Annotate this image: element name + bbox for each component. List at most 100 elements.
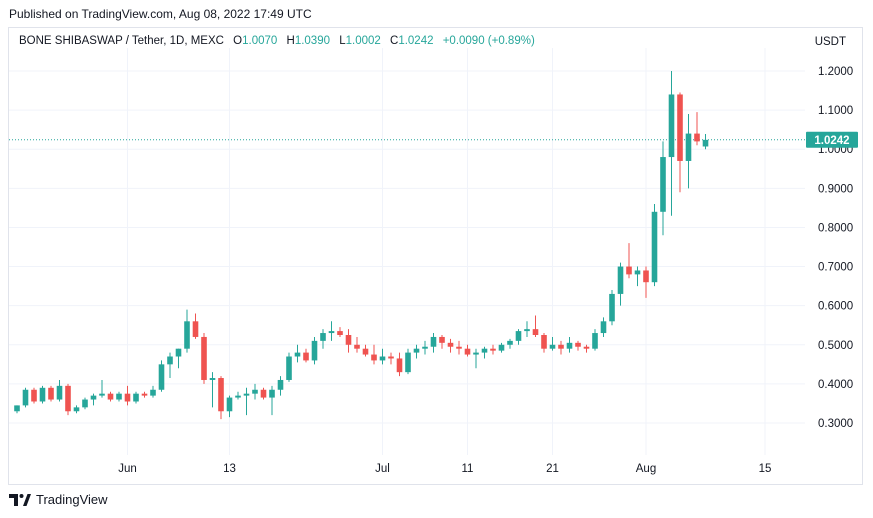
candle-body (286, 356, 292, 380)
candle (396, 352, 403, 377)
candle (575, 340, 581, 351)
candle-body (617, 266, 624, 294)
candle (490, 344, 496, 355)
candle (430, 333, 437, 353)
candle (498, 342, 505, 353)
candle (22, 387, 29, 408)
candle (90, 393, 97, 406)
close-value: 1.0242 (398, 35, 434, 47)
candle-body (260, 389, 267, 398)
candle-body (515, 331, 522, 341)
candle-body (490, 348, 496, 351)
candle-body (507, 340, 513, 345)
candle (235, 391, 241, 400)
candle-body (90, 395, 97, 400)
candle-body (124, 393, 131, 402)
candle (337, 327, 343, 337)
candle-body (294, 352, 301, 357)
open-value: 1.0070 (242, 35, 278, 47)
candle (82, 397, 88, 410)
candle-body (422, 346, 428, 349)
y-axis-labels: 1.20001.10001.00000.90000.80000.70000.60… (818, 66, 853, 430)
candle-body (99, 393, 105, 396)
close-key: C (390, 35, 399, 47)
candle (158, 360, 165, 392)
ohlc-legend: BONE SHIBASWAP / Tether, 1D, MEXC O1.007… (19, 35, 535, 47)
candle-body (362, 348, 369, 355)
candle-body (464, 348, 471, 355)
candle (56, 379, 63, 402)
candle (532, 315, 539, 337)
footer-brand[interactable]: TradingView (9, 492, 108, 507)
candle-body (702, 139, 709, 147)
candle-body (243, 393, 250, 396)
candle (413, 344, 420, 359)
candle (541, 333, 547, 353)
candle-body (252, 389, 258, 394)
tradingview-logo-icon (9, 493, 31, 506)
high-value: 1.0390 (294, 35, 330, 47)
candle (464, 344, 471, 357)
candle (218, 376, 224, 420)
candle (31, 387, 37, 404)
candle (685, 114, 692, 189)
candle (481, 346, 488, 359)
published-caption: Published on TradingView.com, Aug 08, 20… (9, 7, 312, 21)
candle (73, 405, 80, 414)
candle-body (116, 393, 122, 400)
candle (133, 391, 139, 404)
candle-body (303, 352, 309, 361)
candle (702, 133, 709, 150)
candle-body (235, 395, 241, 398)
candle-body (430, 336, 437, 347)
last-price-label: 1.0242 (814, 135, 849, 147)
candle (260, 387, 267, 400)
x-tick-label: Jul (375, 463, 390, 475)
candle (371, 344, 377, 365)
candle (388, 352, 394, 365)
candle-body (354, 344, 360, 349)
candle (549, 336, 556, 351)
x-axis-labels: Jun 13 Jul 11 21 Aug 15 (118, 463, 771, 475)
x-tick-label: 11 (462, 463, 474, 475)
y-tick-label: 0.6000 (818, 301, 853, 313)
candle (286, 352, 292, 382)
candle-body (447, 342, 454, 347)
change-value: +0.0090 (+0.89%) (442, 35, 535, 47)
candle (48, 385, 54, 402)
candle-body (82, 399, 88, 408)
candle (507, 338, 513, 349)
candle-body (269, 389, 275, 398)
candle-body (48, 387, 54, 400)
candle-body (439, 336, 445, 343)
candle-body (685, 133, 692, 161)
candle (277, 376, 284, 396)
candle (65, 383, 71, 416)
candle-body (456, 346, 462, 349)
candle (456, 340, 462, 355)
candle-body (311, 340, 318, 361)
candle (99, 379, 105, 398)
candle (617, 262, 624, 306)
candle (328, 321, 335, 341)
candle-body (209, 378, 216, 380)
candle-body (167, 356, 173, 365)
candle-body (566, 342, 573, 349)
candle (566, 336, 573, 353)
open-key: O (233, 35, 243, 47)
currency-label: USDT (814, 36, 846, 48)
low-key: L (339, 35, 346, 47)
chart-frame[interactable] (8, 27, 863, 485)
candle (252, 383, 258, 400)
candle-body (592, 333, 598, 349)
candle-body (600, 321, 607, 334)
candle-body (218, 378, 224, 412)
candle (600, 317, 607, 337)
candle-body (320, 333, 326, 341)
candle (362, 344, 369, 357)
candle-body (558, 344, 564, 349)
candle (226, 395, 233, 418)
candle-body (31, 389, 37, 402)
candle-body (396, 358, 403, 373)
